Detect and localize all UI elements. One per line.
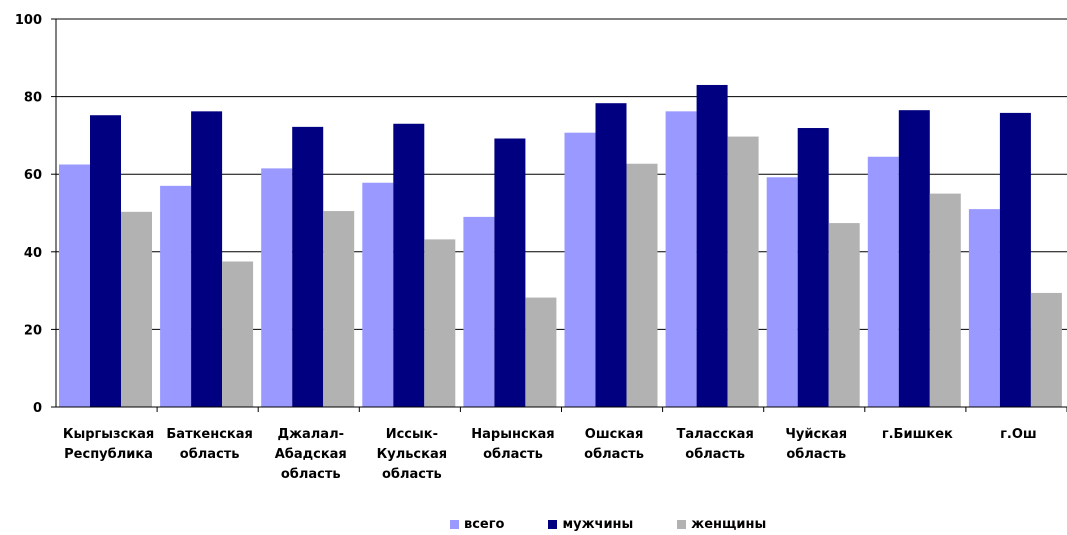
x-category-label: г.Ош bbox=[1000, 427, 1037, 442]
bar bbox=[564, 132, 596, 407]
legend-item-men: мужчины bbox=[548, 517, 633, 532]
bar bbox=[867, 156, 899, 407]
x-category-label: Кыргызская bbox=[63, 427, 154, 442]
x-category-label: область bbox=[584, 447, 644, 462]
bar bbox=[828, 223, 860, 407]
bar bbox=[665, 111, 697, 408]
legend-swatch-men bbox=[548, 520, 558, 529]
x-category-label: Абадская bbox=[275, 447, 347, 462]
legend-label-women: женщины bbox=[691, 517, 767, 532]
bar bbox=[160, 185, 192, 407]
bar bbox=[766, 177, 798, 407]
x-category-label: область bbox=[382, 467, 442, 482]
bar bbox=[595, 103, 627, 408]
bar bbox=[121, 211, 152, 407]
bar bbox=[626, 163, 658, 407]
bar bbox=[323, 211, 355, 407]
x-category-label: Республика bbox=[64, 447, 153, 462]
bar bbox=[424, 239, 456, 407]
bar bbox=[191, 111, 223, 408]
bar bbox=[968, 209, 1000, 407]
bar bbox=[59, 164, 90, 407]
y-tick-label: 60 bbox=[24, 168, 42, 183]
bar bbox=[999, 112, 1031, 408]
legend: всего мужчины женщины bbox=[450, 517, 766, 532]
bar bbox=[90, 115, 121, 407]
x-category-label: область bbox=[281, 467, 341, 482]
bar bbox=[463, 216, 495, 407]
y-tick-label: 20 bbox=[24, 323, 42, 338]
bar bbox=[292, 126, 324, 407]
bar bbox=[362, 182, 394, 407]
x-category-label: Чуйская bbox=[785, 427, 847, 442]
x-category-label: Таласская bbox=[677, 427, 754, 442]
x-category-label: область bbox=[786, 447, 846, 462]
x-category-label: область bbox=[483, 447, 543, 462]
bar bbox=[222, 261, 254, 407]
bars bbox=[59, 84, 1062, 408]
bar bbox=[929, 193, 961, 407]
y-tick-labels: 0 20 40 60 80 100 bbox=[15, 13, 42, 416]
x-category-label: Кульская bbox=[377, 447, 448, 462]
x-category-label: область bbox=[180, 447, 240, 462]
bar bbox=[494, 138, 526, 407]
x-category-label: область bbox=[685, 447, 745, 462]
x-category-labels: Кыргызская Республика Баткенская область Джа… bbox=[63, 427, 1037, 482]
x-category-label: г.Бишкек bbox=[882, 427, 953, 442]
x-category-label: Баткенская bbox=[166, 427, 253, 442]
x-category-label: Нарынская bbox=[471, 427, 554, 442]
legend-label-total: всего bbox=[464, 517, 505, 532]
bar bbox=[393, 123, 425, 407]
y-tick-label: 80 bbox=[24, 91, 42, 106]
bar bbox=[727, 136, 759, 407]
legend-item-total: всего bbox=[450, 517, 504, 532]
bar bbox=[261, 168, 293, 407]
legend-swatch-total bbox=[450, 520, 459, 529]
legend-item-women: женщины bbox=[677, 517, 766, 532]
y-tick-label: 0 bbox=[33, 401, 42, 416]
bar bbox=[696, 84, 728, 408]
bar bbox=[525, 297, 557, 407]
bar bbox=[797, 128, 829, 407]
legend-label-men: мужчины bbox=[562, 517, 634, 532]
y-tick-label: 100 bbox=[15, 13, 42, 28]
x-category-label: Иссык- bbox=[386, 427, 438, 442]
bar bbox=[898, 110, 930, 408]
legend-swatch-women bbox=[677, 520, 687, 529]
x-category-label: Ошская bbox=[585, 427, 644, 442]
x-category-label: Джалал- bbox=[278, 427, 345, 442]
y-tick-label: 40 bbox=[24, 246, 42, 261]
axes bbox=[51, 18, 1067, 412]
bar bbox=[1030, 292, 1062, 407]
